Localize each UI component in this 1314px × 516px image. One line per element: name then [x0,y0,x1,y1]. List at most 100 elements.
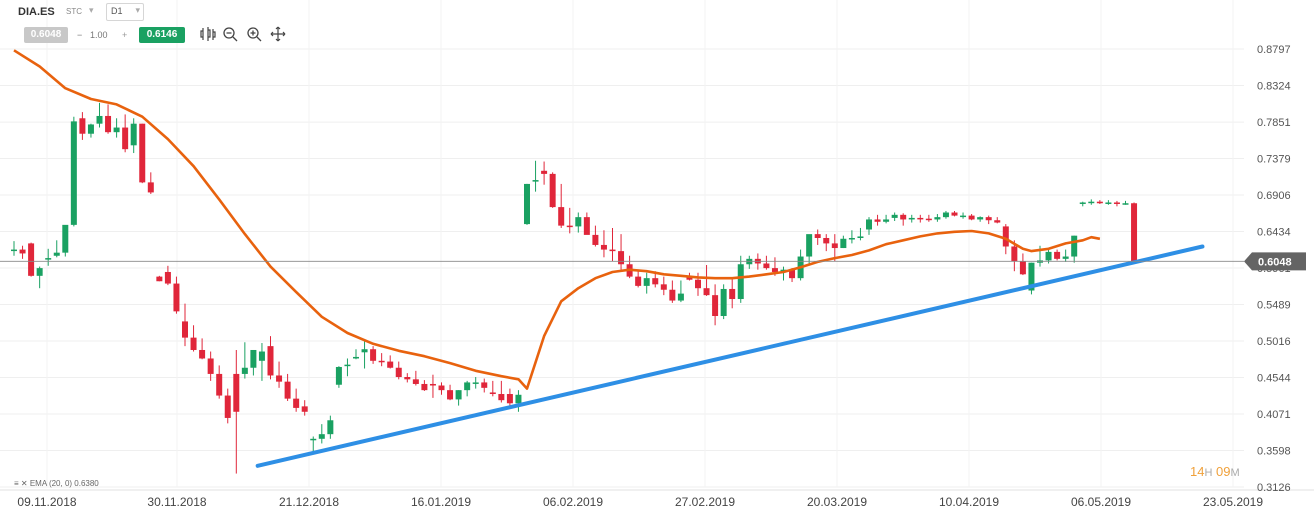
timer-minutes-unit: M [1230,467,1240,479]
candle-body-down [164,271,171,284]
quantity-value[interactable]: 1.00 [90,30,108,40]
candle-body-up [866,219,872,230]
candle-body-down [917,217,924,220]
candle-body-up [1062,256,1069,259]
y-tick-label: 0.3598 [1257,446,1291,458]
candle-body-down [284,381,291,399]
indicator-legend[interactable]: ≡ ✕ EMA (20, 0) 0.6380 [14,479,99,488]
candle-body-up [643,278,650,286]
candle-body-down [122,127,129,150]
zoom-out-icon[interactable] [221,26,239,46]
candle-body-down [618,251,625,265]
timer-hours-unit: H [1204,467,1213,479]
y-tick-label: 0.4544 [1257,372,1291,384]
y-tick-label: 0.6906 [1257,190,1291,202]
candle-body-down [498,394,505,401]
candle-body-up [960,215,967,218]
candle-body-up [1088,201,1095,204]
candle-body-down [147,182,154,193]
ema-line [13,49,1101,390]
x-tick-label: 20.03.2019 [807,495,867,509]
candle-body-down [831,243,838,249]
candle-body-up [464,382,471,391]
candle-body-down [900,214,907,220]
candle-body-up [942,212,949,218]
y-tick-label: 0.7851 [1257,117,1291,129]
candle-body-up [335,366,342,385]
candle-body-down [1054,251,1061,259]
buy-price-button[interactable]: 0.6146 [139,27,185,43]
candle-body-down [549,173,556,208]
candle-body-down [600,244,607,250]
candle-body-down [233,373,240,412]
candle-body-up [977,217,984,220]
candle-body-up [1028,262,1035,291]
candle-body-down [156,276,163,282]
candle-body-up [250,349,257,368]
candle-body-up [515,394,522,404]
candle-body-down [592,234,599,245]
candle-body-up [344,364,351,367]
candle-body-down [558,207,565,226]
candle-body-up [1105,202,1112,204]
candle-body-down [652,278,659,285]
zoom-in-icon[interactable] [245,26,263,46]
candle-body-down [1113,202,1120,204]
candle-body-down [105,115,112,133]
trendline-layer [255,244,1205,468]
ema-layer [13,49,1101,390]
sell-price-button[interactable]: 0.6048 [24,27,68,43]
candle-body-down [695,279,701,289]
candle-body-up [241,367,248,374]
decrease-quantity-button[interactable]: − [77,30,83,40]
increase-quantity-button[interactable]: + [122,30,128,40]
candle-body-down [139,123,146,183]
last-price-badge [1244,252,1306,271]
candle-body-down [447,390,454,400]
candle-body-down [1019,261,1026,275]
candle-body-down [173,283,180,312]
candle-body-up [310,438,317,441]
candle-body-up [11,249,17,252]
candle-body-up [1071,235,1078,257]
candle-body-down [763,263,770,269]
candle-body-down [421,383,428,391]
x-tick-label: 27.02.2019 [675,495,735,509]
candle-body-down [293,398,300,408]
chevron-down-icon[interactable]: ▾ [89,5,94,15]
last-price-label: 0.6048 [1258,256,1292,268]
candle-body-up [575,217,582,227]
candle-body-up [45,258,52,260]
x-tick-label: 23.05.2019 [1203,495,1263,509]
timeframe-select[interactable]: D1 ▾ [106,3,144,21]
candle-body-up [720,288,727,317]
candle-body-up [891,214,898,218]
candle-body-down [635,276,642,286]
timeframe-value: D1 [111,6,123,16]
candle-body-down [686,276,693,280]
chart-toolbar: DIA.ES STC ▾ D1 ▾ 0.6048 − 1.00 + 0.6146 [0,0,320,48]
candle-body-up [806,234,813,257]
candle-body-down [395,367,402,378]
candle-body-down [301,406,308,412]
candle-body-up [36,268,43,276]
candle-body-up [1045,251,1052,261]
candle-body-down [276,375,283,382]
x-tick-label: 09.11.2018 [17,495,76,509]
move-icon[interactable] [269,26,287,46]
symbol-label[interactable]: DIA.ES [18,6,55,18]
timer-minutes: 09 [1216,464,1231,479]
candle-body-up [70,121,77,225]
candle-body-up [62,224,69,253]
candle-body-down [438,385,445,391]
candle-body-down [814,234,821,238]
candle-body-down [669,289,676,301]
chart-type-icon[interactable] [199,26,217,46]
y-tick-label: 0.7379 [1257,154,1291,166]
last-price-tag: 0.6048 [1244,252,1306,271]
quantity-stepper[interactable]: − 1.00 + [72,27,134,43]
candle-body-up [318,434,325,439]
candle-body-down [481,382,488,388]
candle-body-down [583,217,590,235]
